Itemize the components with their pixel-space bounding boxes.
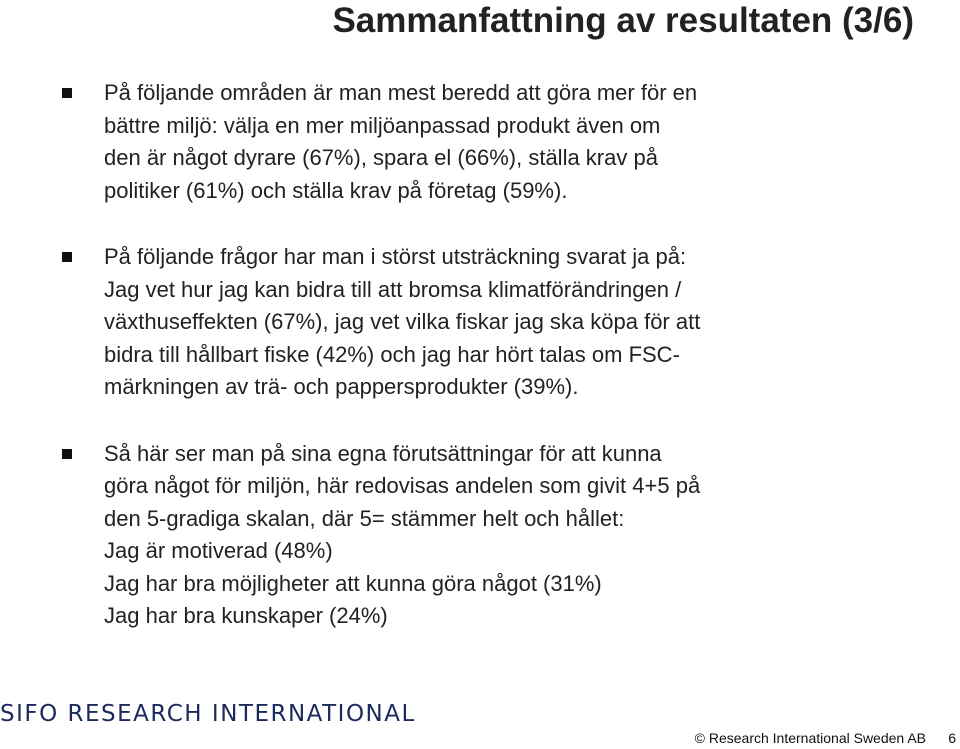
- bullet-list: På följande områden är man mest beredd a…: [58, 77, 848, 633]
- page-number: 6: [948, 730, 956, 746]
- bullet-item: På följande områden är man mest beredd a…: [58, 77, 848, 207]
- square-bullet-icon: [62, 448, 72, 459]
- bullet-line: den är något dyrare (67%), spara el (66%…: [104, 145, 658, 170]
- bullet-line: Jag vet hur jag kan bidra till att broms…: [104, 276, 682, 302]
- bullet-line: Jag har bra kunskaper (24%): [104, 603, 388, 628]
- bullet-line: politiker (61%) och ställa krav på föret…: [104, 177, 568, 203]
- bullet-line: På följande frågor har man i störst utst…: [104, 244, 687, 269]
- slide-title: Sammanfattning av resultaten (3/6): [332, 1, 914, 40]
- bullet-line: den 5-gradiga skalan, där 5= stämmer hel…: [104, 505, 625, 531]
- bullet-item: På följande frågor har man i störst utst…: [58, 241, 848, 404]
- bullet-item: Så här ser man på sina egna förutsättnin…: [58, 438, 848, 633]
- bullet-line: Så här ser man på sina egna förutsättnin…: [104, 440, 662, 466]
- copyright-notice: © Research International Sweden AB: [694, 730, 926, 746]
- bullet-line: växthuseffekten (67%), jag vet vilka fis…: [104, 309, 701, 334]
- bullet-line: Jag har bra möjligheter att kunna göra n…: [104, 570, 602, 596]
- bullet-line: göra något för miljön, här redovisas and…: [104, 473, 701, 498]
- bullet-line: bättre miljö: välja en mer miljöanpassad…: [104, 112, 661, 138]
- square-bullet-icon: [62, 252, 72, 262]
- bullet-line: På följande områden är man mest beredd a…: [104, 80, 698, 105]
- bullet-line: märkningen av trä- och pappersprodukter …: [104, 374, 579, 399]
- bullet-line: bidra till hållbart fiske (42%) och jag …: [104, 341, 680, 367]
- square-bullet-icon: [62, 88, 72, 98]
- company-logo: SIFO RESEARCH INTERNATIONAL: [0, 701, 416, 727]
- bullet-line: Jag är motiverad (48%): [104, 538, 333, 563]
